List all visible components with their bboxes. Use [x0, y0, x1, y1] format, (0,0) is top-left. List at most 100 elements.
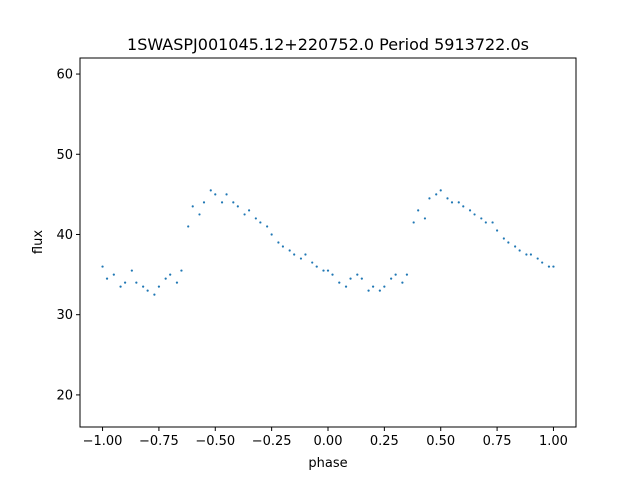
data-point [552, 265, 555, 268]
x-tick-label: 0.00 [314, 434, 343, 449]
y-axis-label: flux [31, 230, 46, 254]
data-point [299, 257, 303, 260]
data-point [153, 293, 156, 296]
data-point [338, 281, 341, 284]
data-point [423, 217, 427, 220]
data-point [547, 265, 551, 268]
data-point [164, 277, 167, 280]
data-point [484, 221, 487, 224]
data-point [457, 201, 460, 204]
x-tick-label: −0.50 [195, 434, 235, 449]
y-tick-label: 60 [56, 68, 73, 83]
data-point [112, 273, 115, 276]
data-point [187, 225, 190, 228]
data-point [254, 217, 257, 220]
data-point [180, 269, 183, 272]
data-point [142, 285, 145, 288]
data-point [405, 273, 409, 276]
data-point [360, 277, 363, 280]
data-point [473, 213, 476, 216]
data-point [315, 265, 318, 268]
data-point [247, 209, 251, 212]
data-point [105, 277, 109, 280]
data-point [462, 205, 465, 208]
data-point [349, 277, 352, 280]
y-tick-label: 30 [56, 308, 73, 323]
data-point [175, 281, 179, 284]
data-point [220, 201, 224, 204]
data-point [390, 277, 393, 280]
y-tick-label: 40 [56, 228, 73, 243]
data-point [491, 221, 494, 224]
data-point [119, 285, 122, 288]
data-points [101, 189, 555, 296]
data-point [383, 285, 386, 288]
data-point [259, 221, 262, 224]
data-point [331, 273, 334, 276]
data-point [468, 209, 472, 212]
data-point [428, 197, 431, 200]
data-point [135, 281, 138, 284]
data-point [518, 249, 521, 252]
x-tick-label: 1.00 [539, 434, 568, 449]
data-point [502, 237, 505, 240]
data-point [435, 193, 438, 196]
data-point [514, 245, 517, 248]
x-axis: −1.00 −0.75 −0.50 −0.25 0.00 0.25 0.50 0.75 1.00 [83, 427, 568, 449]
data-point [288, 249, 291, 252]
y-tick-label: 20 [56, 388, 73, 403]
data-point [191, 205, 194, 208]
y-axis: 20 30 40 50 60 [56, 68, 80, 403]
data-point [322, 269, 325, 272]
x-tick-label: 0.75 [483, 434, 512, 449]
data-point [507, 241, 510, 244]
data-point [311, 261, 314, 264]
data-point [326, 269, 330, 272]
data-point [198, 213, 201, 216]
x-tick-label: −0.75 [139, 434, 179, 449]
x-tick-label: 0.50 [426, 434, 455, 449]
data-point [281, 245, 285, 248]
data-point [169, 273, 172, 276]
data-point [277, 241, 280, 244]
data-point [446, 197, 449, 200]
data-point [304, 253, 307, 256]
data-point [225, 193, 228, 196]
data-point [394, 273, 397, 276]
data-point [101, 265, 104, 268]
y-tick-label: 50 [56, 148, 73, 163]
data-point [417, 209, 420, 212]
x-axis-label: phase [308, 456, 347, 471]
data-point [378, 289, 381, 292]
data-point [293, 253, 296, 256]
x-tick-label: −0.25 [252, 434, 292, 449]
data-point [412, 221, 415, 224]
data-point [541, 261, 544, 264]
data-point [401, 281, 404, 284]
data-point [209, 189, 212, 192]
data-point [266, 225, 269, 228]
data-point [214, 193, 217, 196]
x-tick-label: −1.00 [83, 434, 123, 449]
data-point [529, 253, 533, 256]
data-point [157, 285, 161, 288]
data-point [450, 201, 454, 204]
data-point [146, 289, 149, 292]
data-point [236, 205, 239, 208]
data-point [344, 285, 348, 288]
data-point [202, 201, 206, 204]
data-point [270, 233, 273, 236]
data-point [525, 253, 528, 256]
data-point [536, 257, 539, 260]
data-point [371, 285, 375, 288]
data-point [243, 213, 246, 216]
data-point [367, 289, 370, 292]
data-point [356, 273, 359, 276]
data-point [439, 189, 442, 192]
data-point [480, 217, 483, 220]
chart-title: 1SWASPJ001045.12+220752.0 Period 5913722… [127, 35, 529, 54]
data-point [495, 229, 499, 232]
x-tick-label: 0.25 [370, 434, 399, 449]
